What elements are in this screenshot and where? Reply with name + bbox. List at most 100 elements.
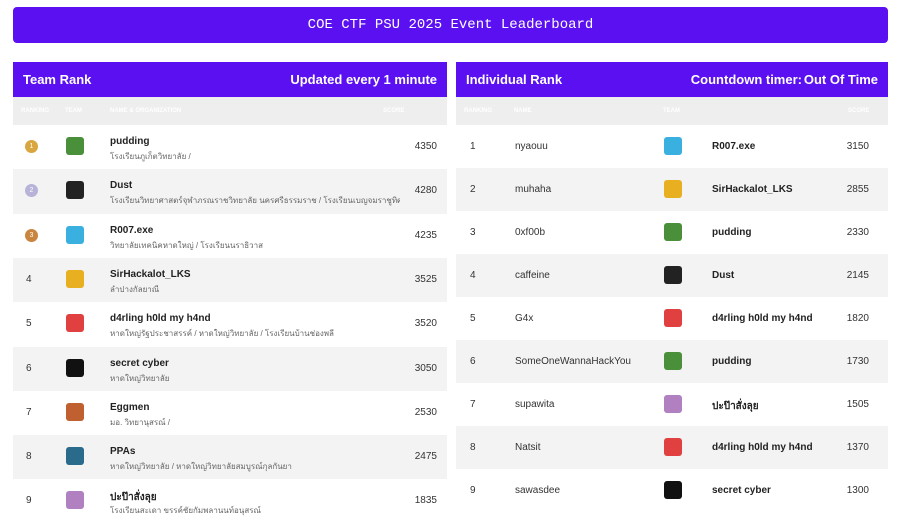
team-avatar <box>66 314 84 333</box>
team-org: หาดใหญ่วิทยาลัย <box>110 373 170 383</box>
team-org: โรงเรียนสะเดา ขรรค์ชัยกัมพลานนท์อนุสรณ์ <box>110 506 261 516</box>
team-avatar <box>664 137 682 155</box>
column-label: RANKING <box>21 108 49 114</box>
team-org: ลำปางกัลยาณี <box>110 284 160 294</box>
score: 2855 <box>846 184 869 195</box>
rank: 6 <box>26 362 32 374</box>
rank: 7 <box>26 406 32 418</box>
column-label: NAME <box>514 108 532 114</box>
medal: 1 <box>25 140 38 153</box>
panel-header: Individual Rank Countdown timer: Out Of … <box>456 62 888 97</box>
team-avatar <box>66 225 84 244</box>
team-name: Dust <box>110 180 133 192</box>
team-org: วิทยาลัยเทคนิคหาดใหญ่ / โรงเรียนนราธิวาส <box>110 240 264 250</box>
score: 2530 <box>414 406 437 418</box>
team-avatar <box>66 181 84 200</box>
team-org: โรงเรียนวิทยาศาสตร์จุฬาภรณราชวิทยาลัย นค… <box>110 196 400 206</box>
team-avatar <box>66 447 84 466</box>
timer-value: Out Of Time <box>803 72 878 87</box>
player-name: nyaouu <box>515 141 548 152</box>
score: 2145 <box>846 270 869 281</box>
score: 2330 <box>846 227 869 238</box>
team-row: 2 Dust โรงเรียนวิทยาศาสตร์จุฬาภรณราชวิทยาล… <box>13 169 447 214</box>
column-label: RANKING <box>464 108 492 114</box>
team-row: 9 ปะป๊าสั่งลุย โรงเรียนสะเดา ขรรค์ชัยกัมพล… <box>13 479 447 524</box>
team-avatar <box>664 266 682 284</box>
rank: 6 <box>470 356 476 367</box>
column-header: RANKING TEAM NAME & ORGANIZATION SCORE <box>13 97 447 125</box>
player-row: 5 G4x d4rling h0ld my h4nd 1820 <box>456 297 888 340</box>
player-name: supawita <box>515 399 555 410</box>
team-name: Dust <box>712 270 735 281</box>
medal: 3 <box>25 228 38 242</box>
column-header: RANKING NAME TEAM SCORE <box>456 97 888 125</box>
column-label: SCORE <box>848 108 870 114</box>
player-name: SomeOneWannaHackYou <box>515 356 631 367</box>
score: 1300 <box>846 485 869 496</box>
page-title: COE CTF PSU 2025 Event Leaderboard <box>13 7 888 43</box>
team-name: pudding <box>712 356 752 367</box>
team-name: ปะป๊าสั่งลุย <box>712 401 759 412</box>
column-label: TEAM <box>65 108 82 114</box>
team-name: pudding <box>712 227 752 238</box>
rank: 4 <box>470 270 476 281</box>
rank: 3 <box>470 227 476 238</box>
rank: 8 <box>26 451 32 463</box>
team-avatar <box>664 481 682 499</box>
panel-title: Team Rank <box>23 72 92 87</box>
team-name: SirHackalot_LKS <box>110 268 191 280</box>
medal: 2 <box>25 184 38 198</box>
score: 4350 <box>414 141 437 152</box>
score: 1835 <box>414 495 437 507</box>
player-row: 9 sawasdee secret cyber 1300 <box>456 469 888 512</box>
score: 1505 <box>846 399 869 410</box>
team-name: secret cyber <box>712 485 771 496</box>
player-row: 2 muhaha SirHackalot_LKS 2855 <box>456 168 888 211</box>
team-name: d4rling h0ld my h4nd <box>110 313 211 325</box>
player-name: Natsit <box>515 442 541 453</box>
rank: 7 <box>470 399 476 410</box>
column-label: NAME & ORGANIZATION <box>110 108 182 114</box>
team-row: 6 secret cyber หาดใหญ่วิทยาลัย 3050 <box>13 346 447 391</box>
update-status: Updated every 1 minute <box>290 72 437 87</box>
team-row: 8 PPAs หาดใหญ่วิทยาลัย / หาดใหญ่วิทยาลัยสม… <box>13 435 447 480</box>
team-org: หาดใหญ่รัฐประชาสรรค์ / หาดใหญ่วิทยาลัย /… <box>110 329 334 339</box>
team-avatar <box>664 180 682 198</box>
rank: 4 <box>26 273 32 285</box>
team-name: R007.exe <box>712 141 756 152</box>
score: 3520 <box>414 318 437 330</box>
rank: 5 <box>470 313 476 324</box>
team-avatar <box>664 395 682 413</box>
player-name: caffeine <box>515 270 550 281</box>
player-row: 4 caffeine Dust 2145 <box>456 254 888 297</box>
team-avatar <box>664 223 682 241</box>
team-avatar <box>66 491 84 510</box>
team-name: R007.exe <box>110 224 154 236</box>
team-avatar <box>664 438 682 456</box>
team-name: d4rling h0ld my h4nd <box>712 313 813 324</box>
team-name: pudding <box>110 136 150 147</box>
player-row: 8 Natsit d4rling h0ld my h4nd 1370 <box>456 426 888 469</box>
score: 1370 <box>846 442 869 453</box>
player-row: 1 nyaouu R007.exe 3150 <box>456 125 888 168</box>
team-name: secret cyber <box>110 357 169 369</box>
score: 4280 <box>414 185 437 197</box>
rank: 5 <box>26 318 32 330</box>
team-name: d4rling h0ld my h4nd <box>712 442 813 453</box>
score: 2475 <box>414 451 437 463</box>
player-row: 6 SomeOneWannaHackYou pudding 1730 <box>456 340 888 383</box>
score: 1730 <box>846 356 869 367</box>
player-name: muhaha <box>515 184 552 195</box>
team-org: หาดใหญ่วิทยาลัย / หาดใหญ่วิทยาลัยสมบูรณ์… <box>110 462 292 472</box>
column-label: SCORE <box>383 108 405 114</box>
rank: 2 <box>470 184 476 195</box>
timer-label: Countdown timer: <box>690 72 802 87</box>
team-row: 1 pudding โรงเรียนภูเก็ตวิทยาลัย / 4350 <box>13 125 447 170</box>
score: 3150 <box>846 141 869 152</box>
team-name: SirHackalot_LKS <box>712 184 793 195</box>
team-name: ปะป๊าสั่งลุย <box>110 492 157 504</box>
team-avatar <box>664 309 682 327</box>
team-org: มอ. วิทยานุสรณ์ / <box>110 417 170 427</box>
team-org: โรงเรียนภูเก็ตวิทยาลัย / <box>110 152 191 161</box>
